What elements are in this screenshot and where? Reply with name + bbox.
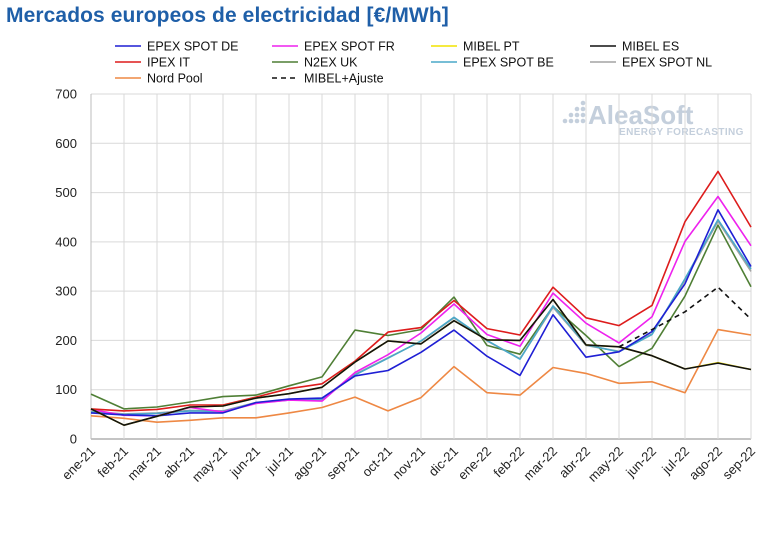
grid [90,93,752,440]
legend-item-epex-spot-fr: EPEX SPOT FR [272,40,395,54]
x-tick-label: sep-21 [323,444,362,483]
watermark-tagline: ENERGY FORECASTING [619,127,744,138]
x-tick-label: oct-21 [359,444,395,480]
legend: EPEX SPOT DE EPEX SPOT FR MIBEL PT MIBEL ES… [115,40,712,86]
series-line-ipex-it [90,170,752,412]
legend-label: MIBEL+Ajuste [304,72,384,86]
legend-label: N2EX UK [304,56,358,70]
legend-item-nord-pool: Nord Pool [115,72,203,86]
x-tick-label: jun-21 [226,444,263,481]
legend-label: EPEX SPOT BE [463,56,554,70]
series-line-n2ex-uk [90,224,752,410]
watermark-brand: AleaSoft [588,100,694,130]
legend-item-mibel-pt: MIBEL PT [431,40,520,54]
legend-label: EPEX SPOT NL [622,56,712,70]
legend-label: Nord Pool [147,72,203,86]
legend-item-n2ex-uk: N2EX UK [272,56,358,70]
x-tick-label: jun-22 [622,444,659,481]
x-tick-label: ago-22 [686,444,725,483]
legend-item-epex-spot-de: EPEX SPOT DE [115,40,238,54]
x-tick-label: may-21 [189,444,230,485]
y-tick-label: 300 [55,284,77,299]
x-tick-label: mar-21 [124,444,164,484]
x-tick-label: nov-21 [389,444,428,483]
series-line-nord-pool [90,328,752,423]
x-tick-label: ene-22 [455,444,494,483]
legend-label: MIBEL ES [622,40,679,54]
y-tick-label: 200 [55,333,77,348]
y-tick-label: 100 [55,382,77,397]
y-tick-label: 600 [55,136,77,151]
x-tick-label: sep-22 [719,444,758,483]
series-line-mibel-es [90,298,752,426]
y-axis: 0 100 200 300 400 500 600 700 [55,87,77,447]
legend-label: EPEX SPOT DE [147,40,238,54]
y-tick-label: 0 [70,432,77,447]
legend-item-epex-spot-be: EPEX SPOT BE [431,56,554,70]
series-line-epex-spot-fr [90,195,752,417]
legend-item-epex-spot-nl: EPEX SPOT NL [590,56,712,70]
y-tick-label: 500 [55,185,77,200]
legend-item-mibel-es: MIBEL ES [590,40,679,54]
x-tick-label: ene-21 [59,444,98,483]
chart-title: Mercados europeos de electricidad [€/MWh… [6,4,449,27]
series-line-mibel-ajuste [618,286,752,348]
x-tick-label: may-22 [585,444,626,485]
x-tick-label: mar-22 [520,444,560,484]
legend-label: EPEX SPOT FR [304,40,395,54]
series-lines [90,170,752,426]
watermark-logo: AleaSoft ENERGY FORECASTING [562,100,744,138]
legend-label: IPEX IT [147,56,190,70]
y-tick-label: 700 [55,87,77,102]
logo-dots-icon [562,100,586,124]
legend-label: MIBEL PT [463,40,520,54]
x-tick-label: ago-21 [290,444,329,483]
series-line-epex-spot-de [90,209,752,417]
series-line-epex-spot-be [90,218,752,416]
legend-item-mibel-ajuste: MIBEL+Ajuste [272,72,384,86]
legend-item-ipex-it: IPEX IT [115,56,190,70]
y-tick-label: 400 [55,234,77,249]
